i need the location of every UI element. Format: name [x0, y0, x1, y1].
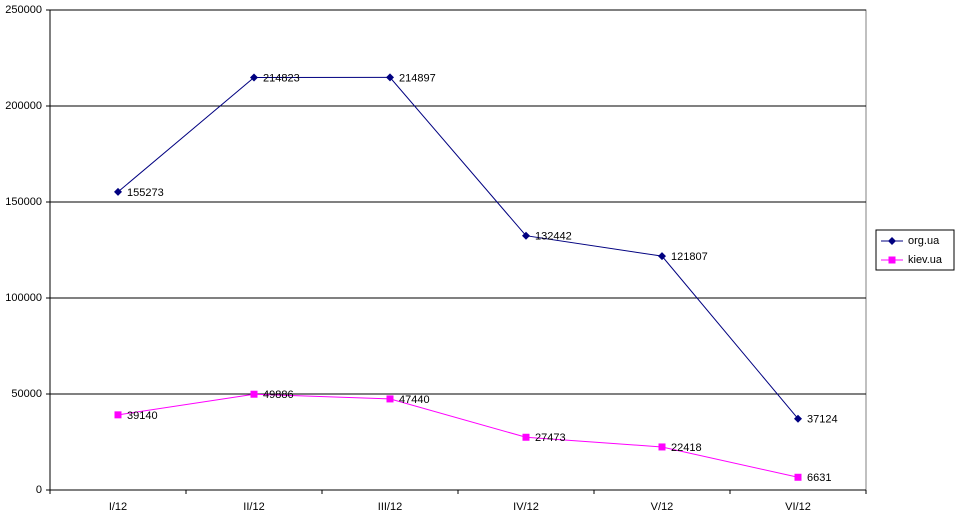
data-point [114, 411, 122, 419]
data-label: 39140 [127, 410, 158, 422]
data-label: 214897 [399, 72, 436, 84]
data-label: 214823 [263, 72, 300, 84]
data-label: 37124 [807, 414, 838, 426]
y-tick-label: 0 [36, 484, 42, 496]
data-point [114, 187, 122, 196]
y-tick-label: 150000 [5, 196, 42, 208]
data-label: 6631 [807, 472, 831, 484]
x-tick-label: V/12 [651, 501, 674, 513]
series-line [117, 393, 799, 478]
data-label: 121807 [671, 251, 708, 263]
y-tick-label: 100000 [5, 292, 42, 304]
x-tick-label: III/12 [378, 501, 402, 513]
data-label: 155273 [127, 187, 164, 199]
data-point [794, 414, 802, 423]
plot-area [49, 9, 867, 491]
y-tick-label: 50000 [11, 388, 42, 400]
legend-label: kiev.ua [908, 254, 943, 266]
data-label: 27473 [535, 432, 566, 444]
x-tick-label: II/12 [243, 501, 264, 513]
data-label: 132442 [535, 231, 572, 243]
x-tick-label: I/12 [109, 501, 127, 513]
legend-label: org.ua [908, 235, 940, 247]
legend-marker [888, 256, 896, 264]
data-label: 22418 [671, 442, 702, 454]
data-point [250, 73, 258, 82]
data-point [658, 443, 666, 451]
data-point [522, 231, 530, 240]
legend: org.ua kiev.ua [875, 229, 955, 271]
data-point [522, 433, 530, 441]
data-label: 47440 [399, 394, 430, 406]
data-point [794, 473, 802, 481]
data-point [386, 395, 394, 403]
x-tick-label: IV/12 [513, 501, 539, 513]
data-point [386, 73, 394, 82]
data-point [658, 252, 666, 261]
series-line [117, 76, 799, 420]
x-tick-label: VI/12 [785, 501, 811, 513]
data-label: 49886 [263, 389, 294, 401]
y-tick-label: 250000 [5, 4, 42, 16]
legend-marker [888, 237, 896, 245]
y-tick-label: 200000 [5, 100, 42, 112]
data-point [250, 390, 258, 398]
